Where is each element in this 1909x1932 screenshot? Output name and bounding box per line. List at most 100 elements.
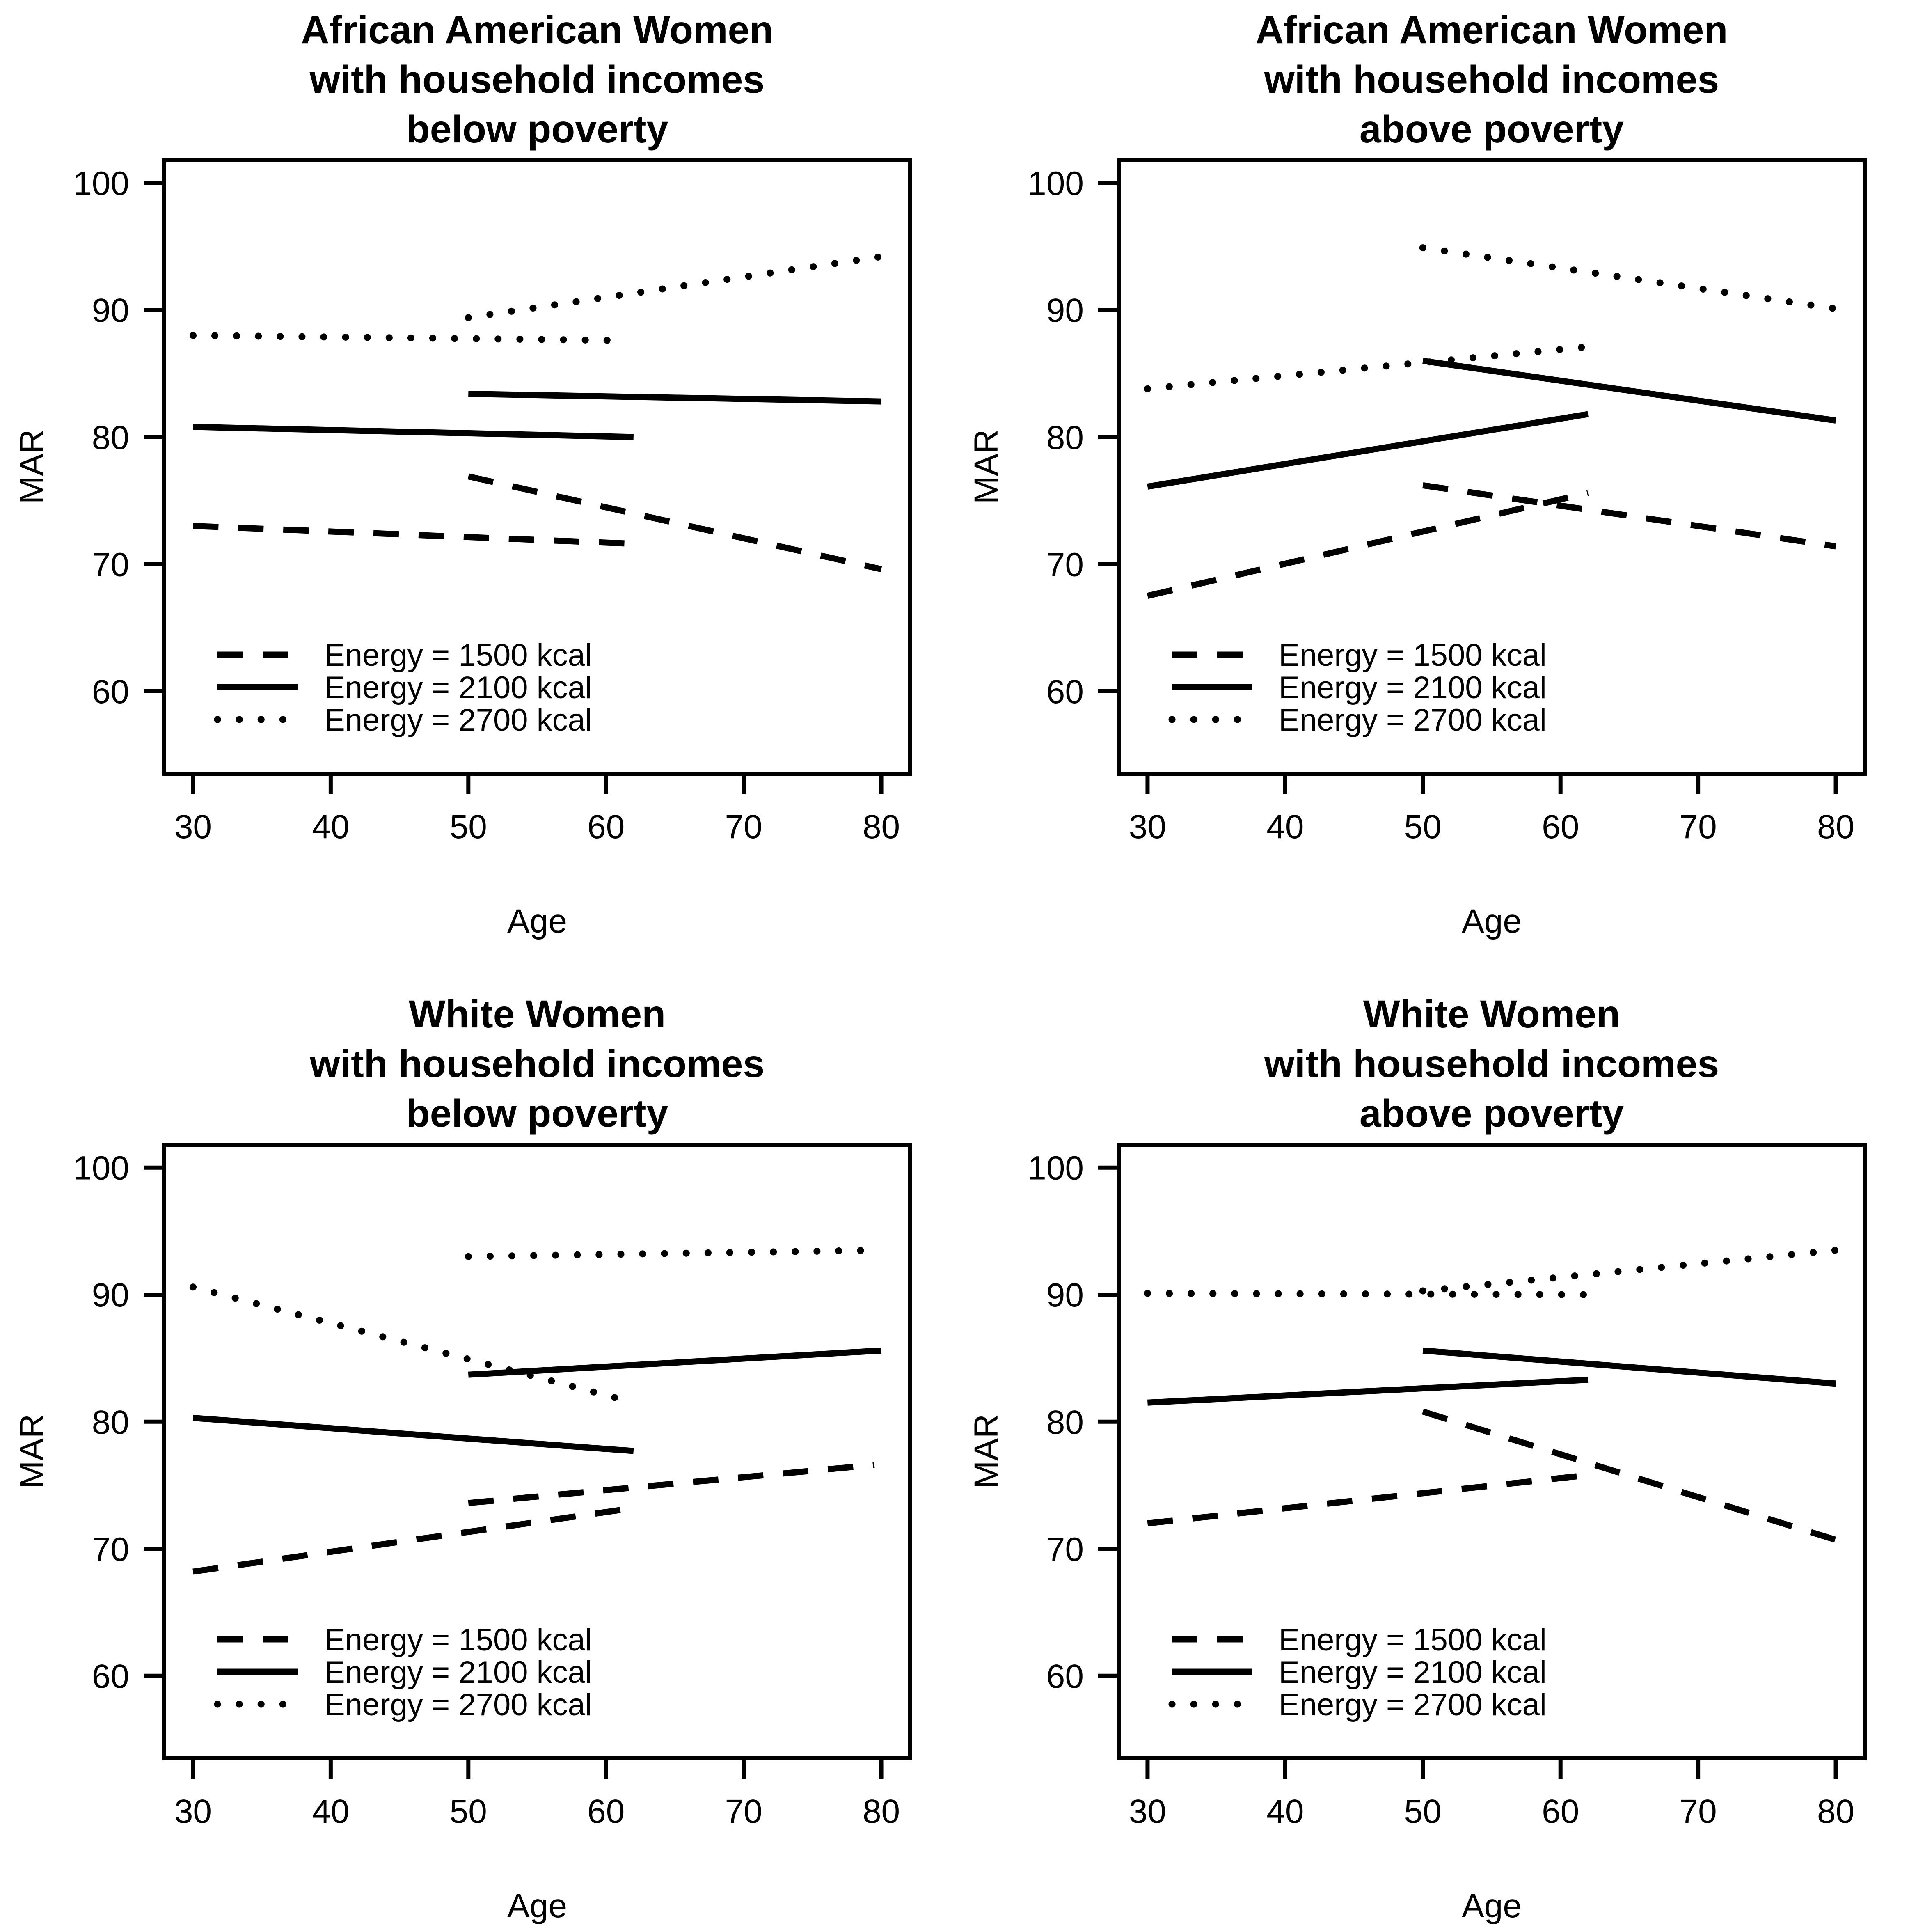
axes-and-series: 60 70 80 90 100 30 40 50 60 70 80 [1028, 165, 1854, 846]
legend-label-2700: Energy = 2700 kcal [324, 1687, 592, 1722]
chart-title-line2: with household incomes [309, 58, 765, 101]
x-tick-label: 30 [174, 808, 212, 846]
chart-title-line3: below poverty [406, 1092, 668, 1135]
x-tick-label: 50 [1404, 1793, 1442, 1830]
y-axis-label: MAR [13, 1414, 50, 1489]
series-line-solid [1422, 1347, 1836, 1387]
x-tick-label: 80 [1817, 1793, 1854, 1830]
legend: Energy = 1500 kcal Energy = 2100 kcal En… [214, 638, 592, 738]
series-line-dotted [1419, 1247, 1840, 1295]
y-tick-label: 80 [92, 1404, 129, 1441]
y-tick-label: 100 [1028, 1150, 1084, 1187]
x-tick-label: 80 [863, 808, 900, 846]
y-tick-label: 90 [92, 1277, 129, 1314]
y-tick-label: 80 [1046, 419, 1084, 456]
panel-white-below-poverty: White Women with household incomes below… [0, 966, 954, 1932]
x-tick-label: 70 [1680, 808, 1717, 846]
chart-title-line1: White Women [409, 992, 666, 1036]
y-tick-label: 100 [73, 165, 129, 202]
series-line-dashed [1147, 490, 1589, 599]
x-tick-label: 60 [1542, 1793, 1579, 1830]
y-tick-label: 70 [92, 1531, 129, 1568]
x-tick-label: 70 [1680, 1793, 1717, 1830]
chart-title-line3: above poverty [1360, 108, 1624, 151]
x-tick-label: 50 [450, 808, 487, 846]
legend-label-1500: Energy = 1500 kcal [1279, 638, 1547, 673]
chart-title-line3: above poverty [1360, 1092, 1624, 1135]
y-tick-label: 60 [1046, 673, 1084, 710]
panel-white-above-poverty: White Women with household incomes above… [954, 966, 1909, 1932]
chart-title-line1: African American Women [1256, 8, 1728, 52]
y-tick-label: 100 [1028, 165, 1084, 202]
legend-label-2100: Energy = 2100 kcal [1279, 1655, 1547, 1690]
y-tick-label: 70 [1046, 1531, 1084, 1568]
series-line-dotted [1144, 1290, 1592, 1298]
y-tick-label: 70 [1046, 546, 1084, 583]
legend-label-2100: Energy = 2100 kcal [324, 1655, 592, 1690]
x-tick-label: 80 [863, 1793, 900, 1830]
series-line-dashed [1422, 482, 1836, 550]
chart-canvas-white-above: White Women with household incomes above… [968, 992, 1867, 1925]
series-line-dashed [468, 1462, 875, 1506]
x-tick-label: 60 [587, 1793, 625, 1830]
chart-title-line2: with household incomes [1264, 58, 1719, 101]
series-line-dotted [1144, 343, 1592, 392]
x-axis-label: Age [1462, 903, 1522, 940]
series-line-dashed [193, 523, 634, 547]
series-line-solid [192, 1415, 634, 1454]
series-line-dashed [192, 1505, 634, 1575]
series-line-solid [1422, 358, 1836, 424]
chart-canvas-aa-below: African American Women with household in… [13, 8, 912, 940]
x-tick-label: 40 [312, 1793, 349, 1830]
chart-canvas-aa-above: African American Women with household in… [968, 8, 1867, 940]
y-tick-label: 90 [92, 292, 129, 329]
series-line-solid [1147, 411, 1589, 490]
x-tick-label: 60 [587, 808, 625, 846]
chart-title-line1: White Women [1363, 992, 1620, 1036]
x-tick-label: 30 [1129, 1793, 1166, 1830]
series-line-solid [1147, 1377, 1589, 1406]
series-line-dotted [465, 253, 885, 321]
series-line-solid [193, 424, 634, 440]
series-line-dotted [1419, 244, 1840, 312]
legend: Energy = 1500 kcal Energy = 2100 kcal En… [214, 1623, 592, 1722]
y-tick-label: 80 [92, 419, 129, 456]
x-tick-label: 50 [1404, 808, 1442, 846]
chart-title-line2: with household incomes [309, 1042, 765, 1086]
x-tick-label: 40 [1266, 808, 1304, 846]
y-tick-label: 80 [1046, 1404, 1084, 1441]
y-tick-label: 60 [92, 1658, 129, 1695]
y-tick-label: 100 [73, 1150, 129, 1187]
x-tick-label: 70 [725, 808, 762, 846]
y-axis-label: MAR [968, 429, 1005, 504]
axes-and-series: 60 70 80 90 100 30 40 50 60 70 80 [1028, 1150, 1854, 1830]
panel-african-american-below-poverty: African American Women with household in… [0, 0, 954, 966]
series-line-dotted [189, 1283, 623, 1403]
x-tick-label: 80 [1817, 808, 1854, 846]
legend-label-1500: Energy = 1500 kcal [324, 638, 592, 673]
x-axis-label: Age [507, 903, 567, 940]
legend-label-1500: Energy = 1500 kcal [1279, 1623, 1547, 1657]
series-line-solid [468, 1347, 882, 1378]
chart-title-line3: below poverty [406, 108, 668, 151]
legend-label-2100: Energy = 2100 kcal [1279, 670, 1547, 705]
plot-box [1117, 158, 1867, 776]
series-line-dashed [1422, 1408, 1837, 1543]
x-tick-label: 40 [312, 808, 349, 846]
plot-box [162, 158, 912, 776]
legend-label-2700: Energy = 2700 kcal [1279, 703, 1547, 738]
series-line-dotted [189, 332, 630, 344]
x-axis-label: Age [1462, 1887, 1522, 1925]
series-line-dashed [467, 473, 882, 573]
y-axis-label: MAR [968, 1414, 1005, 1489]
legend: Energy = 1500 kcal Energy = 2100 kcal En… [1168, 638, 1547, 738]
x-tick-label: 40 [1266, 1793, 1304, 1830]
legend-label-2700: Energy = 2700 kcal [1279, 1687, 1547, 1722]
y-axis-label: MAR [13, 429, 50, 504]
chart-title-line1: African American Women [301, 8, 774, 52]
y-tick-label: 60 [1046, 1658, 1084, 1695]
legend-label-2100: Energy = 2100 kcal [324, 670, 592, 705]
y-tick-label: 60 [92, 673, 129, 710]
series-line-dotted [465, 1247, 885, 1260]
